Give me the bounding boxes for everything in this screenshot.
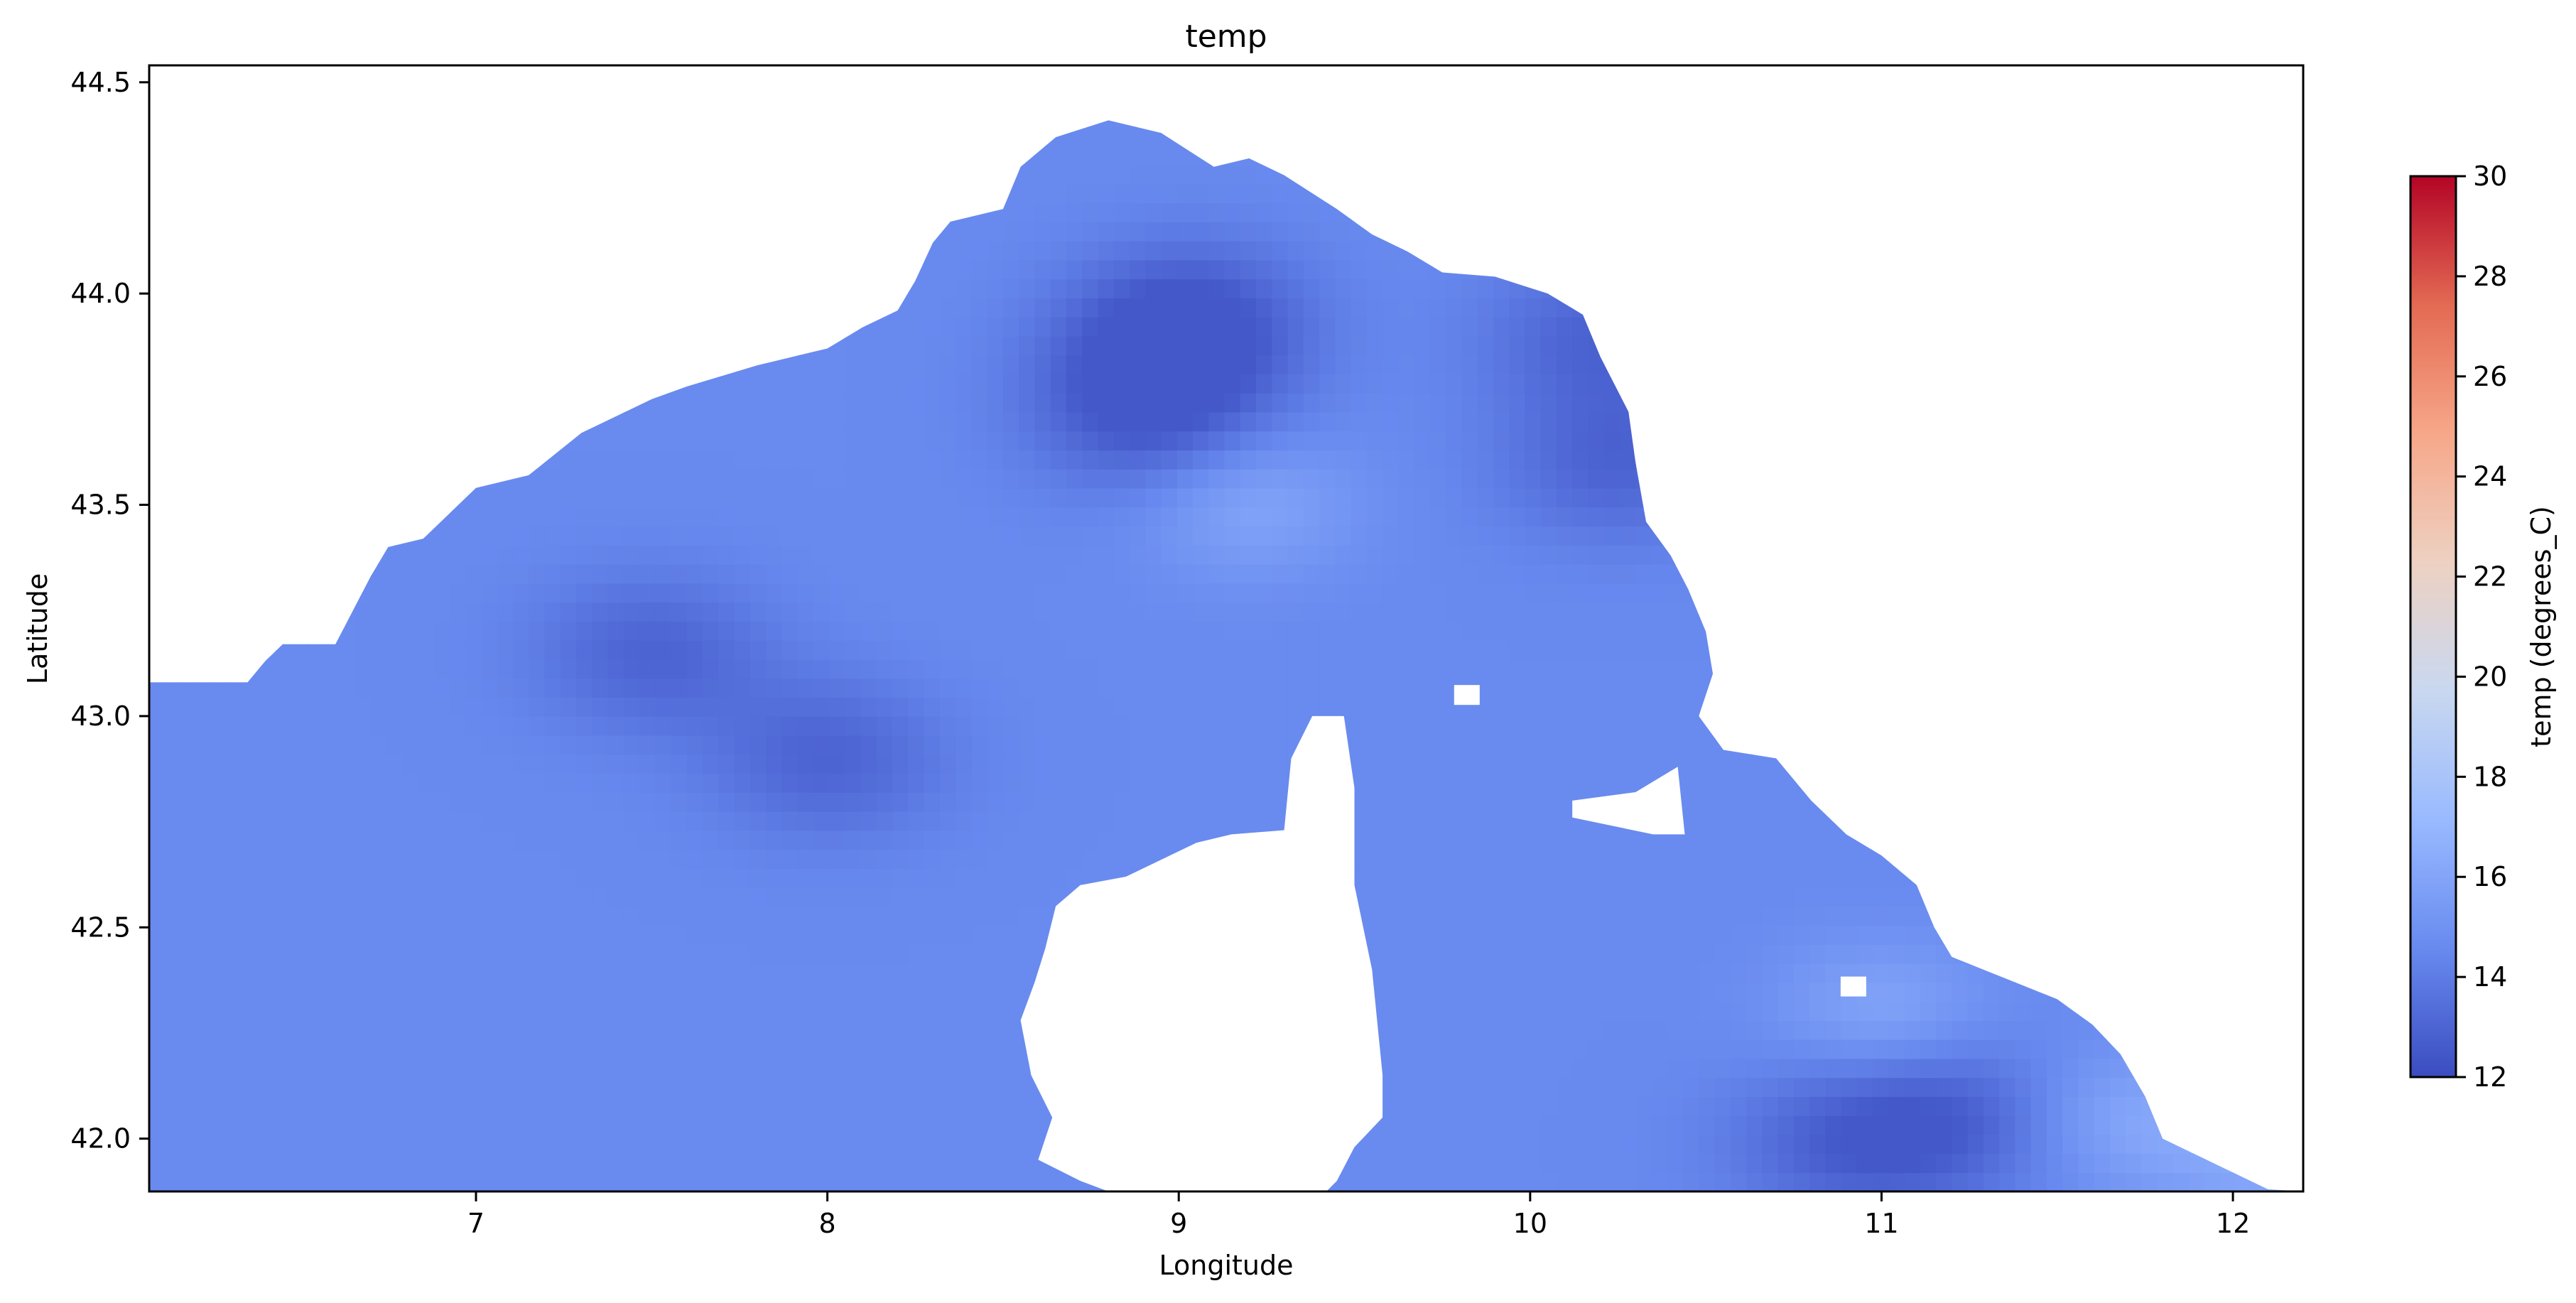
y-tick-label: 44.0 <box>70 278 131 309</box>
colorbar-tick-label: 24 <box>2473 461 2507 492</box>
small-island-land <box>1840 976 1866 997</box>
corsica-land <box>1020 715 1383 1191</box>
y-axis: 42.0 42.5 43.0 43.5 44.0 44.5 <box>70 67 149 1155</box>
y-axis-label: Latitude <box>22 573 53 684</box>
colorbar-tick-label: 22 <box>2473 561 2507 593</box>
x-tick-label: 11 <box>1864 1208 1898 1239</box>
chart-title: temp <box>1185 18 1267 55</box>
y-tick-label: 42.5 <box>70 912 131 943</box>
y-tick-label: 43.0 <box>70 701 131 732</box>
land-mask <box>1020 685 1866 1191</box>
x-tick-label: 12 <box>2216 1208 2250 1239</box>
x-axis-label: Longitude <box>1159 1250 1294 1281</box>
x-tick-label: 7 <box>467 1208 485 1239</box>
colorbar-label: temp (degrees_C) <box>2526 506 2557 747</box>
y-tick-label: 43.5 <box>70 490 131 521</box>
y-tick-label: 42.0 <box>70 1123 131 1155</box>
small-island-land <box>1454 685 1480 705</box>
heatmap-field <box>149 120 2303 1191</box>
elba-land <box>1572 767 1685 835</box>
colorbar-tick-label: 30 <box>2473 161 2507 192</box>
colorbar-tick-label: 16 <box>2473 861 2507 892</box>
colorbar-gradient <box>2409 175 2457 1078</box>
y-tick-label: 44.5 <box>70 67 131 98</box>
colorbar-ticks: 12 14 16 18 20 22 24 26 28 30 <box>2456 161 2507 1093</box>
colorbar: 12 14 16 18 20 22 24 26 28 30 temp (degrees_C) <box>2409 161 2557 1093</box>
colorbar-tick-label: 28 <box>2473 261 2507 292</box>
x-tick-label: 9 <box>1170 1208 1187 1239</box>
colorbar-tick-label: 14 <box>2473 961 2507 993</box>
x-tick-label: 8 <box>819 1208 836 1239</box>
colorbar-tick-label: 18 <box>2473 761 2507 792</box>
plot-frame <box>148 64 2305 1193</box>
x-axis: 7 8 9 10 11 12 <box>467 1191 2250 1239</box>
colorbar-tick-label: 20 <box>2473 661 2507 692</box>
x-tick-label: 10 <box>1513 1208 1547 1239</box>
colorbar-tick-label: 12 <box>2473 1061 2507 1093</box>
colorbar-tick-label: 26 <box>2473 361 2507 392</box>
